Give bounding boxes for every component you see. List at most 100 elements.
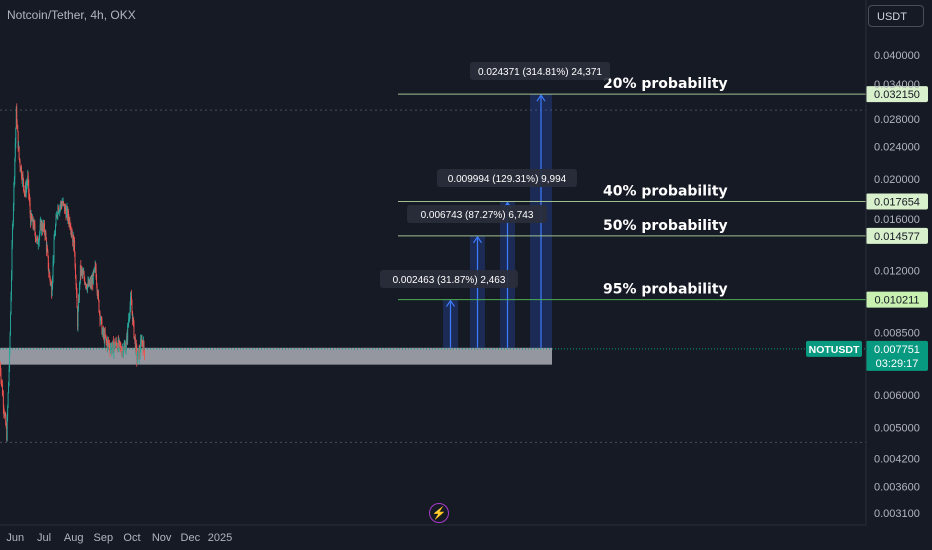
- candle-body: [41, 222, 43, 231]
- measure-box: [470, 62, 610, 80]
- lightning-icon[interactable]: ⚡: [429, 503, 449, 523]
- current-price-tag: [866, 340, 928, 371]
- measure-text: 0.006743 (87.27%) 6,743: [421, 210, 534, 221]
- candle-body: [20, 167, 22, 172]
- candle-body: [99, 311, 100, 313]
- candle-body: [64, 204, 66, 212]
- candle-body: [66, 207, 68, 211]
- ticker-text: NOTUSDT: [809, 344, 860, 356]
- candle-body: [63, 201, 65, 204]
- candle-body: [104, 332, 106, 337]
- candle-body: [137, 349, 139, 352]
- candle-body: [101, 319, 103, 335]
- price-axis[interactable]: 0.040000 0.034000 0.028000 0.024000 0.020000…: [865, 0, 920, 525]
- candle-body: [39, 231, 41, 236]
- candle-body: [42, 229, 44, 232]
- candle-body: [83, 273, 85, 279]
- candle-body: [55, 225, 56, 235]
- candle-body: [89, 280, 91, 283]
- probability-label: 50% probability: [603, 218, 728, 234]
- candle-body: [99, 319, 101, 321]
- level-price-tag: [866, 291, 928, 308]
- probability-label: 95% probability: [603, 282, 728, 298]
- candle-body: [121, 349, 123, 352]
- candle-body: [112, 341, 114, 343]
- candle-body: [80, 265, 82, 274]
- candle-body: [125, 342, 127, 350]
- candle-body: [66, 210, 67, 218]
- candle-body: [134, 338, 136, 351]
- candle-body: [110, 345, 112, 348]
- candle-body: [139, 352, 141, 355]
- candle-body: [43, 223, 45, 228]
- level-price-tag: [866, 227, 928, 244]
- candle-body: [4, 414, 6, 416]
- candle-body: [88, 280, 90, 286]
- time-axis[interactable]: Jun Jul Aug Sep Oct Nov Dec 2025: [0, 524, 866, 544]
- candle-body: [26, 184, 28, 187]
- candle-body: [124, 345, 126, 347]
- candle-body: [49, 272, 51, 278]
- probability-label: 20% probability: [603, 76, 728, 92]
- candle-body: [123, 345, 125, 347]
- candle-body: [15, 128, 17, 144]
- candle-body: [80, 269, 82, 274]
- candle-body: [22, 174, 23, 182]
- level-price-text: 0.010211: [874, 295, 919, 307]
- x-tick-label: Dec: [181, 532, 201, 544]
- candle-body: [126, 335, 128, 340]
- candle-body: [111, 348, 113, 352]
- candle-body: [138, 349, 140, 360]
- candle-body: [70, 231, 72, 232]
- candle-body: [137, 351, 139, 358]
- candle-body: [30, 213, 32, 225]
- candle-body: [51, 287, 53, 296]
- candle-body: [125, 349, 127, 353]
- candle-body: [58, 211, 60, 213]
- candle-body: [126, 335, 128, 343]
- candle-body: [19, 158, 21, 161]
- candle-body: [21, 167, 22, 177]
- candle-body: [91, 280, 93, 285]
- candle-body: [139, 349, 141, 355]
- candle-body: [79, 282, 81, 285]
- candle-body: [34, 225, 36, 233]
- y-tick-label: 0.006000: [874, 390, 920, 402]
- candle-body: [17, 131, 19, 149]
- y-tick-label: 0.003100: [874, 508, 920, 520]
- candle-body: [140, 340, 142, 353]
- currency-button[interactable]: USDT: [868, 5, 924, 27]
- candle-body: [135, 343, 137, 351]
- candle-body: [130, 295, 132, 298]
- candle-body: [99, 311, 101, 321]
- candle-body: [142, 344, 144, 351]
- candle-body: [120, 345, 121, 347]
- candle-body: [50, 282, 52, 284]
- candle-body: [11, 274, 12, 297]
- candle-body: [88, 282, 89, 286]
- candle-body: [94, 265, 96, 268]
- candle-body: [20, 167, 22, 172]
- candle-body: [38, 242, 40, 244]
- ticker-tag: [806, 340, 862, 357]
- candle-body: [78, 284, 80, 301]
- candle-body: [74, 253, 76, 267]
- candle-body: [103, 332, 105, 342]
- candle-body: [43, 224, 44, 228]
- candle-body: [14, 158, 16, 179]
- candle-body: [90, 280, 92, 286]
- candle-body: [25, 186, 27, 194]
- measure-text: 0.002463 (31.87%) 2,463: [393, 275, 506, 286]
- candle-body: [132, 318, 134, 322]
- candle-body: [136, 348, 138, 361]
- candle-body: [68, 219, 70, 224]
- candle-body: [59, 205, 61, 207]
- candle-body: [33, 225, 34, 229]
- candle-body: [142, 340, 143, 345]
- candle-body: [89, 282, 91, 286]
- y-tick-label: 0.034000: [874, 79, 920, 91]
- candle-body: [124, 345, 126, 353]
- measure-box: [380, 270, 518, 288]
- measure-box: [407, 205, 547, 223]
